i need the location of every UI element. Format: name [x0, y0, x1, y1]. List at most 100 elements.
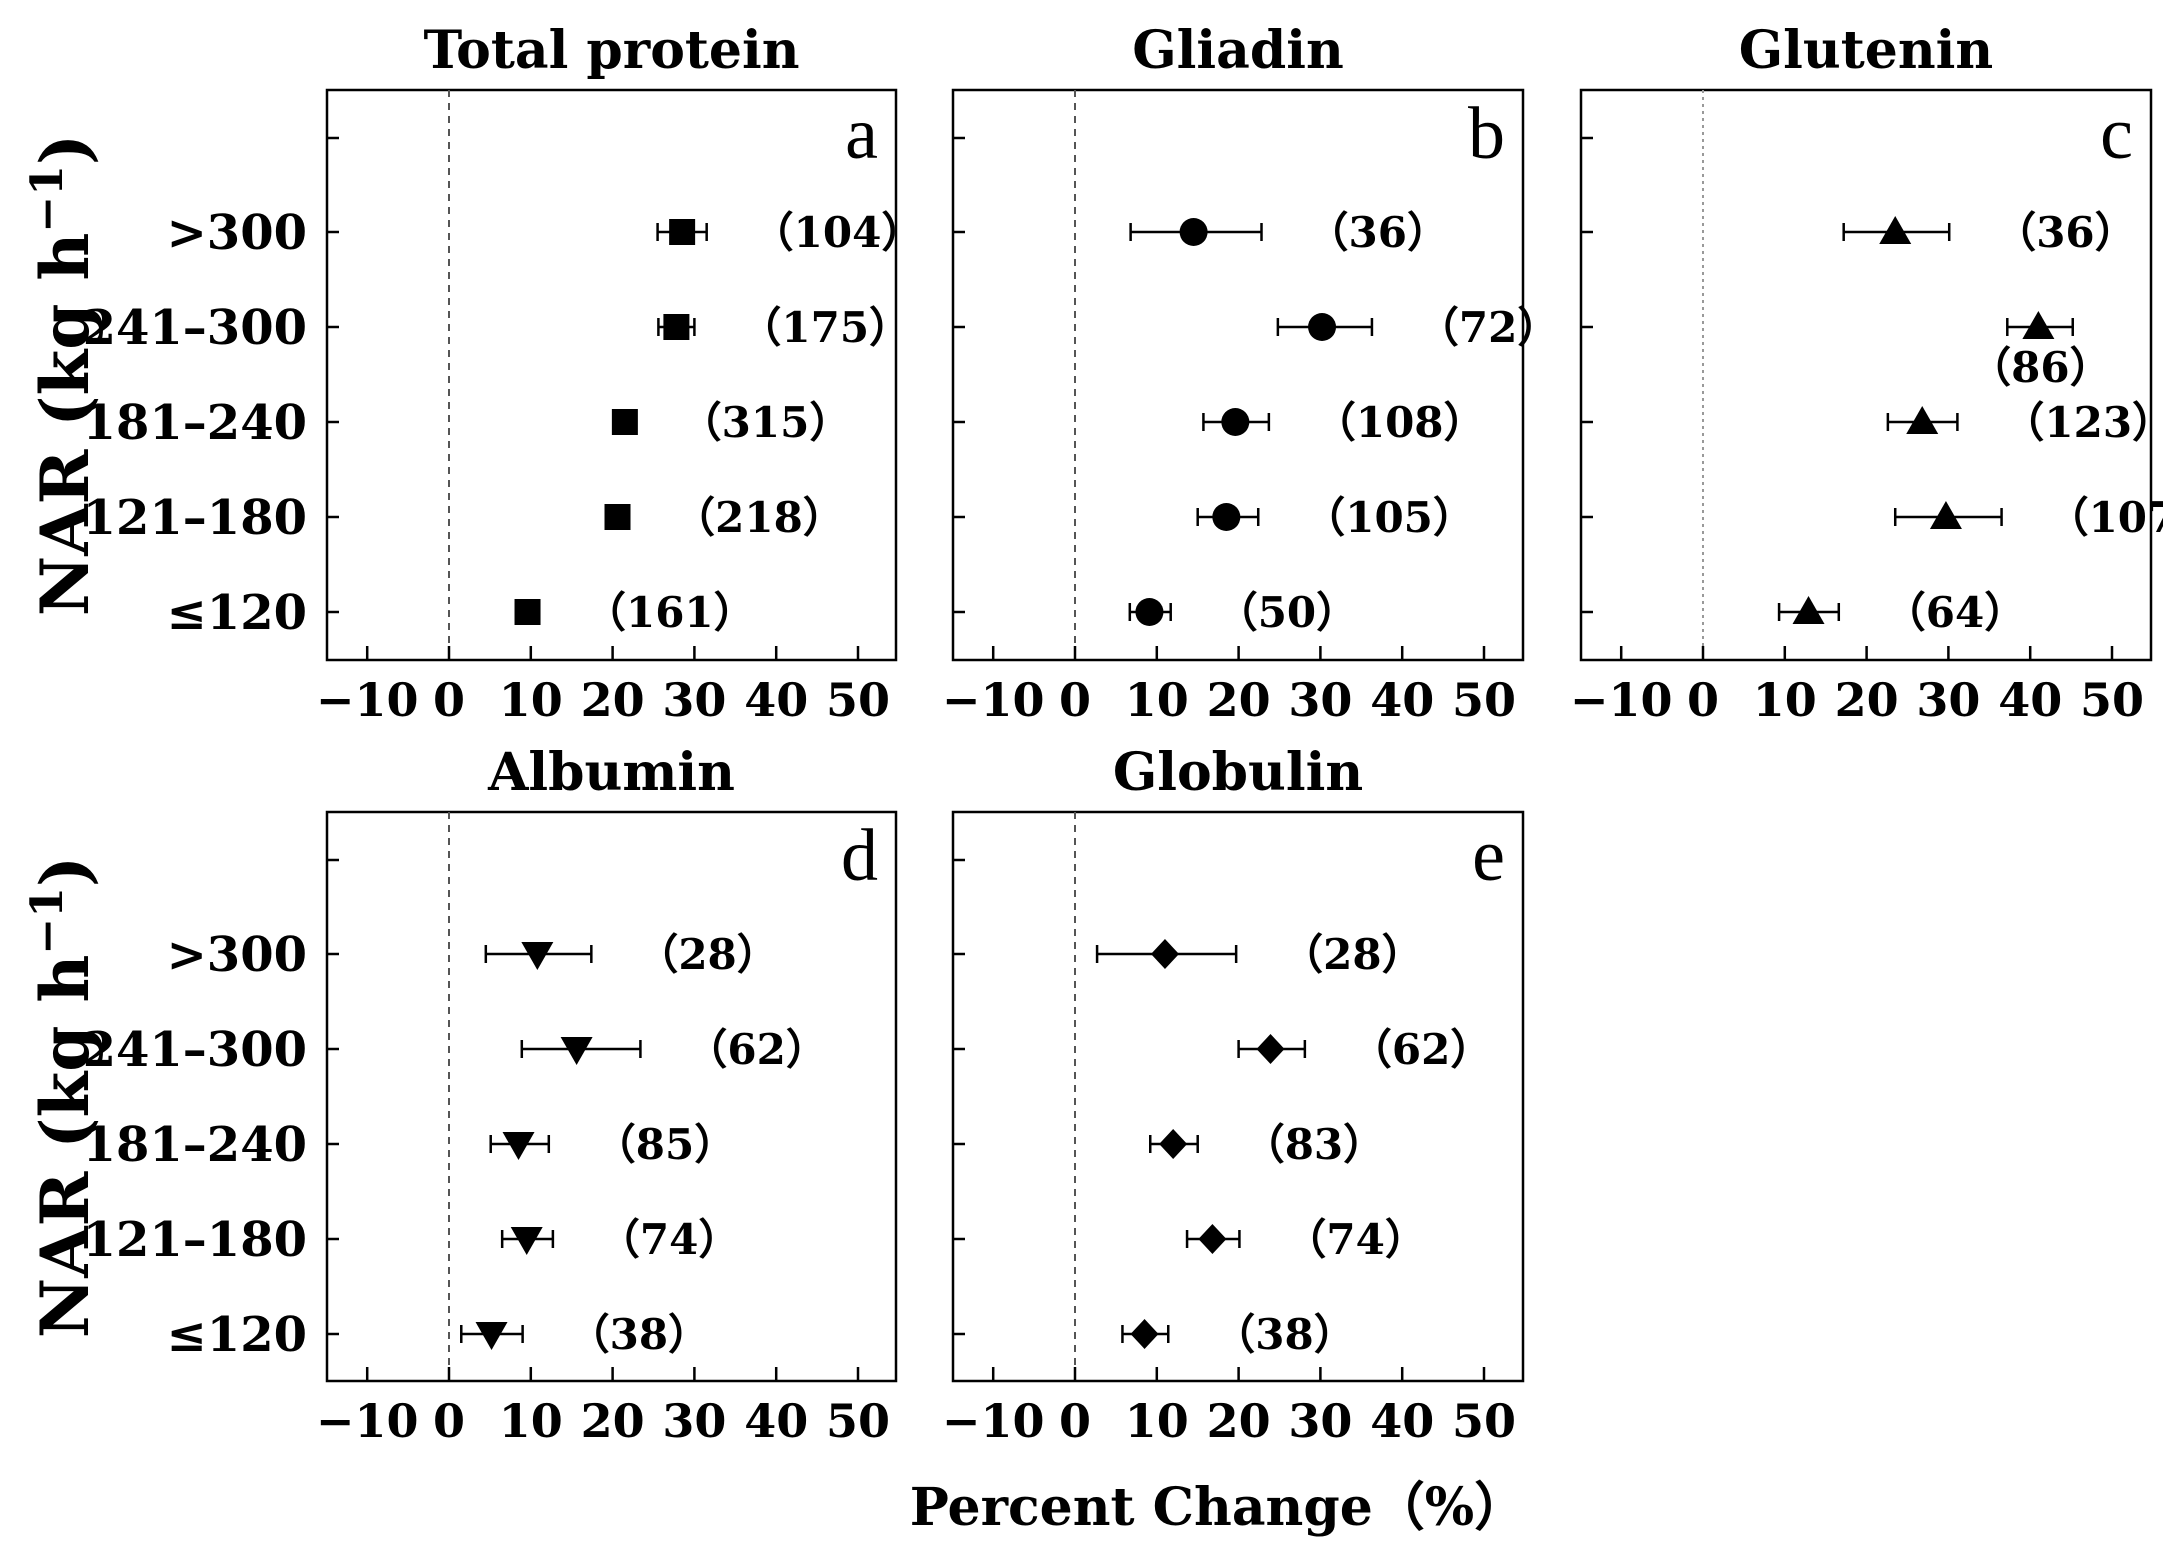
category-label: 241–300 [83, 300, 307, 356]
x-tick-label: 50 [1452, 1394, 1516, 1448]
data-point: （108） [1202, 398, 1486, 447]
marker-diamond [1130, 1319, 1159, 1349]
marker-diamond [1256, 1034, 1285, 1064]
x-tick-label: 30 [1916, 673, 1980, 727]
panel-frame [325, 810, 898, 1383]
sample-size-label: （36） [1994, 208, 2136, 257]
x-tick-label: 40 [1370, 673, 1434, 727]
x-tick-label: −10 [942, 673, 1045, 727]
x-tick-label: 10 [1125, 673, 1189, 727]
category-label: >300 [167, 205, 307, 261]
data-point: （74） [500, 1215, 740, 1264]
x-tick-label: 10 [1125, 1394, 1189, 1448]
data-point: （72） [1276, 303, 1559, 352]
data-point: （175） [657, 303, 911, 352]
marker-triangle-down [502, 1132, 535, 1160]
data-point: （85） [489, 1120, 736, 1169]
marker-circle [1212, 503, 1241, 531]
x-tick-label: −10 [1570, 673, 1673, 727]
x-tick-label: 10 [499, 1394, 563, 1448]
marker-triangle-up [2022, 311, 2055, 339]
panel-letter: d [841, 815, 878, 897]
sample-size-label: （74） [1284, 1215, 1426, 1264]
x-tick-label: −10 [942, 1394, 1045, 1448]
category-label: 241–300 [83, 1022, 307, 1078]
marker-triangle-up [1792, 596, 1825, 624]
category-label: 121–180 [83, 490, 307, 546]
data-point: （74） [1185, 1215, 1427, 1264]
panel-frame [951, 810, 1525, 1383]
sample-size-label: （85） [594, 1120, 736, 1169]
panels-layer: Total protein a −10 0 10 20 30 40 50 >300 241–300 1… [83, 20, 2163, 1448]
sample-size-label: （175） [739, 303, 911, 352]
x-tick-label: 20 [581, 673, 645, 727]
x-tick-label: 0 [433, 1394, 465, 1448]
x-tick-label: 20 [1207, 673, 1271, 727]
sample-size-label: （108） [1314, 398, 1486, 447]
x-tick-label: 40 [744, 1394, 808, 1448]
x-tick-label: 30 [662, 673, 726, 727]
x-tick-label: 20 [1835, 673, 1899, 727]
marker-circle [1221, 408, 1250, 436]
sample-size-label: （72） [1417, 303, 1559, 352]
x-tick-label: 40 [744, 673, 808, 727]
sample-size-label: （218） [673, 493, 845, 542]
category-label: ≤120 [167, 1307, 307, 1363]
sample-size-label: （104） [752, 208, 924, 257]
marker-triangle-up [1929, 501, 1962, 529]
category-label: 181–240 [83, 1117, 307, 1173]
sample-size-label: （62） [1350, 1025, 1492, 1074]
panel-a: Total protein a −10 0 10 20 30 40 50 >300 241–300 1… [83, 20, 924, 727]
marker-triangle-up [1906, 406, 1939, 434]
x-tick-label: 10 [1753, 673, 1817, 727]
sample-size-label: （38） [1213, 1310, 1355, 1359]
marker-triangle-down [560, 1037, 593, 1065]
x-tick-label: 40 [1370, 1394, 1434, 1448]
x-tick-label: 20 [581, 1394, 645, 1448]
panel-title: Gliadin [1132, 20, 1344, 81]
data-point: （161） [514, 588, 756, 637]
x-tick-label: 0 [1059, 673, 1091, 727]
x-tick-label: −10 [316, 673, 419, 727]
category-label: 121–180 [83, 1212, 307, 1268]
y-axis-label: NAR (kg h−1) [22, 134, 104, 616]
panel-c: Glutenin c −10 0 10 20 30 40 50 （36） （86） （123） （107… [1570, 20, 2163, 727]
marker-circle [1135, 598, 1164, 626]
data-point: （83） [1149, 1120, 1385, 1169]
panel-letter: e [1472, 815, 1505, 897]
x-tick-label: −10 [316, 1394, 419, 1448]
panel-letter: a [845, 93, 878, 175]
panel-b: Gliadin b −10 0 10 20 30 40 50 （36） （72） （108） （105）… [942, 20, 1559, 727]
marker-diamond [1159, 1129, 1188, 1159]
x-tick-label: 30 [1288, 1394, 1352, 1448]
sample-size-label: （86） [1969, 343, 2111, 392]
sample-size-label: （105） [1303, 493, 1475, 542]
sample-size-label: （28） [1281, 930, 1423, 979]
data-point: （62） [520, 1025, 828, 1074]
y-axis-label-base: NAR (kg h [26, 955, 104, 1338]
data-point: （28） [1095, 930, 1424, 979]
x-tick-label: 20 [1207, 1394, 1271, 1448]
panel-frame [325, 88, 898, 662]
marker-square [663, 314, 690, 340]
x-tick-label: 0 [1059, 1394, 1091, 1448]
y-axis-label-superscript: −1 [22, 887, 73, 954]
sample-size-label: （64） [1884, 588, 2026, 637]
marker-triangle-down [510, 1227, 543, 1255]
x-tick-label: 10 [499, 673, 563, 727]
sample-size-label: （161） [584, 588, 756, 637]
sample-size-label: （38） [568, 1310, 710, 1359]
x-axis-label: Percent Change（%） [910, 1477, 1526, 1538]
sample-size-label: （74） [598, 1215, 740, 1264]
data-point: （104） [656, 208, 924, 257]
data-point: （38） [460, 1310, 710, 1359]
panel-letter: c [2100, 93, 2133, 175]
panel-d: Albumin d −10 0 10 20 30 40 50 >300 241–300 181–240… [83, 742, 898, 1448]
x-tick-label: 50 [1452, 673, 1516, 727]
sample-size-label: （107） [2047, 493, 2163, 542]
panel-title: Glutenin [1739, 20, 1993, 81]
x-tick-label: 50 [2080, 673, 2144, 727]
data-point: （218） [604, 493, 845, 542]
marker-square [669, 219, 696, 245]
